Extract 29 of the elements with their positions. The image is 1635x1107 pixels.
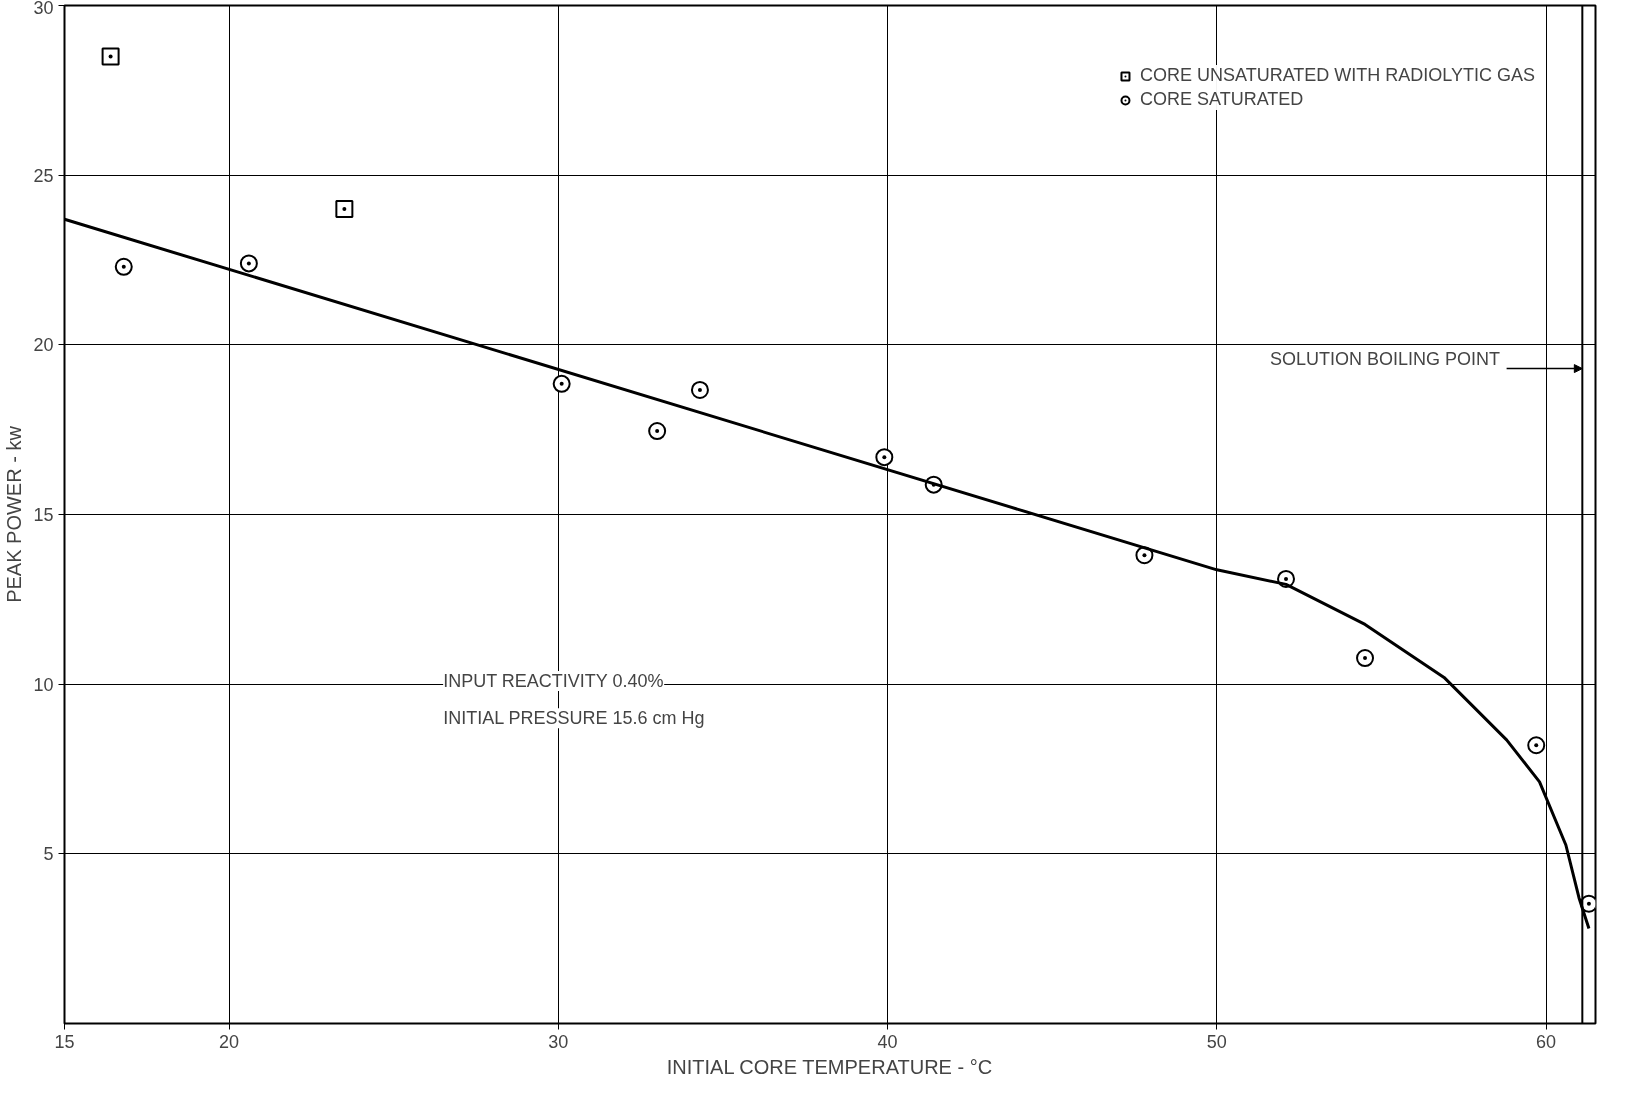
- x-tick-label: 50: [1206, 1031, 1227, 1052]
- point: [1356, 649, 1375, 668]
- point: [648, 422, 667, 441]
- y-tick-label: 15: [33, 505, 54, 525]
- x-tick-label: 15: [54, 1031, 75, 1052]
- y-tick-label: 10: [33, 674, 54, 695]
- annotation: INPUT REACTIVITY 0.40%: [443, 670, 664, 691]
- y-tick-label: 20: [33, 335, 54, 356]
- annotation: INITIAL PRESSURE 15.6 cm Hg: [443, 708, 705, 729]
- point: [1527, 736, 1546, 755]
- point: [552, 374, 571, 393]
- point: [690, 380, 709, 399]
- y-axis-title: PEAK POWER - kw: [3, 425, 26, 603]
- x-tick-label: 60: [1536, 1031, 1557, 1052]
- y-tick-label: 5: [43, 844, 54, 865]
- point: [335, 200, 354, 219]
- x-axis-title: INITIAL CORE TEMPERATURE - °C: [666, 1055, 993, 1078]
- point: [239, 254, 258, 273]
- y-tick-label: 25: [33, 165, 54, 186]
- legend-label: CORE SATURATED: [1139, 89, 1304, 110]
- point: [101, 47, 120, 66]
- point: [875, 448, 894, 467]
- ref-line-label: SOLUTION BOILING POINT: [1269, 348, 1501, 369]
- point: [114, 257, 133, 276]
- y-tick-label: 30: [33, 0, 54, 18]
- x-tick-label: 40: [877, 1031, 898, 1052]
- x-tick-label: 30: [548, 1031, 569, 1052]
- x-tick-label: 20: [219, 1031, 240, 1052]
- legend-label: CORE UNSATURATED WITH RADIOLYTIC GAS: [1139, 65, 1535, 86]
